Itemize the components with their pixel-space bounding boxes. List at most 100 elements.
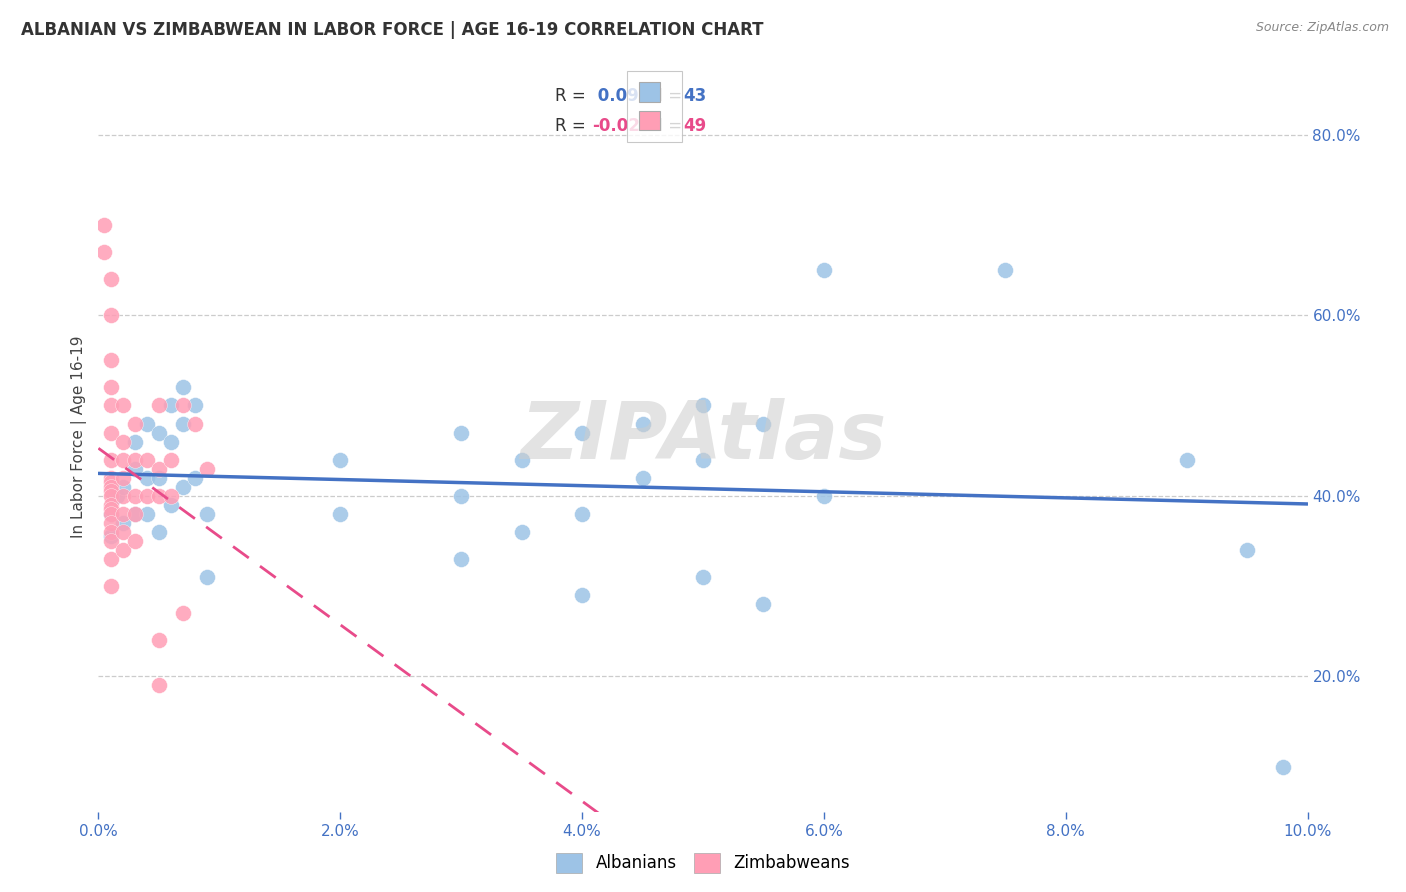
Point xyxy=(172,380,194,394)
Point xyxy=(510,452,533,467)
Point xyxy=(100,502,122,516)
Point xyxy=(195,570,218,584)
Point xyxy=(184,417,207,431)
Point xyxy=(631,471,654,485)
Text: N =: N = xyxy=(640,87,688,105)
Point xyxy=(1175,452,1198,467)
Point xyxy=(172,606,194,620)
Point xyxy=(172,399,194,413)
Point xyxy=(450,425,472,440)
Point xyxy=(100,516,122,530)
Point xyxy=(752,597,775,611)
Point xyxy=(160,489,183,503)
Point xyxy=(111,489,134,503)
Point xyxy=(100,507,122,521)
Text: R =: R = xyxy=(555,117,592,135)
Point xyxy=(148,399,170,413)
Point xyxy=(1236,543,1258,558)
Text: 0.090: 0.090 xyxy=(592,87,650,105)
Point xyxy=(111,524,134,539)
Text: N =: N = xyxy=(640,117,688,135)
Text: ALBANIAN VS ZIMBABWEAN IN LABOR FORCE | AGE 16-19 CORRELATION CHART: ALBANIAN VS ZIMBABWEAN IN LABOR FORCE | … xyxy=(21,21,763,38)
Text: R =: R = xyxy=(555,87,592,105)
Point xyxy=(571,507,593,521)
Point xyxy=(124,417,146,431)
Point xyxy=(100,399,122,413)
Legend: Albanians, Zimbabweans: Albanians, Zimbabweans xyxy=(550,847,856,880)
Point xyxy=(172,417,194,431)
Point xyxy=(148,425,170,440)
Point xyxy=(93,245,115,260)
Point xyxy=(100,452,122,467)
Point xyxy=(692,399,714,413)
Point xyxy=(160,434,183,449)
Point xyxy=(450,552,472,566)
Text: 49: 49 xyxy=(683,117,707,135)
Point xyxy=(100,524,122,539)
Point xyxy=(124,452,146,467)
Point xyxy=(160,498,183,512)
Point xyxy=(100,533,122,548)
Point xyxy=(1272,759,1295,773)
Point xyxy=(994,263,1017,277)
Point xyxy=(148,633,170,648)
Point xyxy=(100,552,122,566)
Point xyxy=(148,461,170,475)
Point xyxy=(100,425,122,440)
Point xyxy=(100,308,122,322)
Point xyxy=(100,489,122,503)
Point xyxy=(111,516,134,530)
Point xyxy=(752,417,775,431)
Point xyxy=(111,452,134,467)
Point xyxy=(510,524,533,539)
Point xyxy=(148,524,170,539)
Point xyxy=(100,480,122,494)
Point xyxy=(329,452,352,467)
Point xyxy=(100,507,122,521)
Point xyxy=(135,507,157,521)
Point xyxy=(111,543,134,558)
Point xyxy=(135,471,157,485)
Point xyxy=(93,218,115,232)
Point xyxy=(148,471,170,485)
Point xyxy=(135,452,157,467)
Point xyxy=(329,507,352,521)
Point xyxy=(100,471,122,485)
Point xyxy=(124,507,146,521)
Point xyxy=(100,475,122,490)
Point xyxy=(195,507,218,521)
Point xyxy=(195,461,218,475)
Point xyxy=(111,471,134,485)
Point xyxy=(100,529,122,543)
Point xyxy=(172,480,194,494)
Point xyxy=(571,425,593,440)
Point xyxy=(100,484,122,499)
Point xyxy=(184,399,207,413)
Point xyxy=(160,452,183,467)
Text: -0.027: -0.027 xyxy=(592,117,651,135)
Point xyxy=(184,471,207,485)
Point xyxy=(100,579,122,593)
Point xyxy=(148,678,170,692)
Y-axis label: In Labor Force | Age 16-19: In Labor Force | Age 16-19 xyxy=(72,335,87,539)
Point xyxy=(124,461,146,475)
Legend: , : , xyxy=(627,70,682,142)
Point xyxy=(148,489,170,503)
Point xyxy=(571,588,593,602)
Point xyxy=(100,498,122,512)
Point xyxy=(111,434,134,449)
Point xyxy=(124,489,146,503)
Point xyxy=(692,570,714,584)
Point xyxy=(135,417,157,431)
Point xyxy=(135,489,157,503)
Point xyxy=(450,489,472,503)
Point xyxy=(813,263,835,277)
Point xyxy=(105,489,128,503)
Point xyxy=(100,272,122,286)
Point xyxy=(100,353,122,368)
Point xyxy=(100,380,122,394)
Point xyxy=(124,507,146,521)
Point xyxy=(160,399,183,413)
Point xyxy=(111,480,134,494)
Point xyxy=(813,489,835,503)
